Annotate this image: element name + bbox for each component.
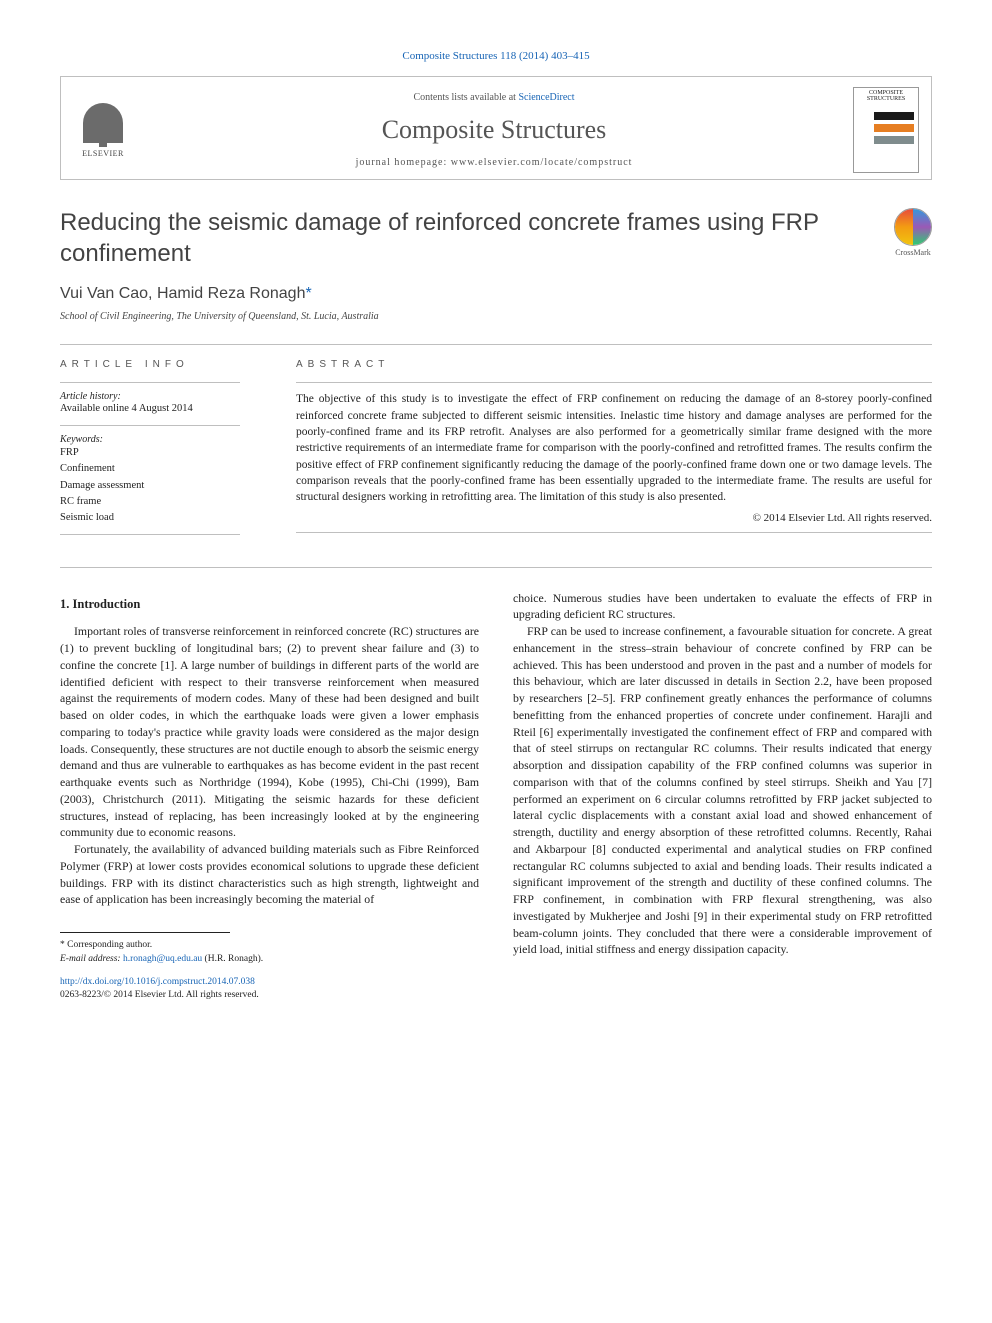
elsevier-label: ELSEVIER xyxy=(82,149,124,158)
body-paragraph: choice. Numerous studies have been under… xyxy=(513,590,932,624)
info-sep-2 xyxy=(60,425,240,426)
article-info-column: ARTICLE INFO Article history: Available … xyxy=(60,359,260,546)
article-body: 1. Introduction Important roles of trans… xyxy=(60,590,932,1002)
body-paragraph: Important roles of transverse reinforcem… xyxy=(60,623,479,841)
author-email-link[interactable]: h.ronagh@uq.edu.au xyxy=(123,954,202,964)
history-text: Available online 4 August 2014 xyxy=(60,402,260,417)
elsevier-tree-icon xyxy=(83,103,123,143)
corresponding-author-note: * Corresponding author. E-mail address: … xyxy=(60,939,479,966)
authors-names: Vui Van Cao, Hamid Reza Ronagh xyxy=(60,285,305,302)
corr-label: * Corresponding author. xyxy=(60,939,479,952)
section-heading-1: 1. Introduction xyxy=(60,596,479,614)
journal-citation: Composite Structures 118 (2014) 403–415 xyxy=(60,50,932,62)
abstract-column: ABSTRACT The objective of this study is … xyxy=(296,359,932,546)
cover-label: COMPOSITE STRUCTURES xyxy=(867,90,905,102)
keywords-list: FRP Confinement Damage assessment RC fra… xyxy=(60,445,260,526)
keywords-label: Keywords: xyxy=(60,434,260,445)
separator-1 xyxy=(60,344,932,345)
homepage-url: www.elsevier.com/locate/compstruct xyxy=(451,157,633,168)
crossmark-label: CrossMark xyxy=(895,248,931,257)
contents-available-line: Contents lists available at ScienceDirec… xyxy=(151,92,837,103)
contents-prefix: Contents lists available at xyxy=(413,92,518,103)
doi-block: http://dx.doi.org/10.1016/j.compstruct.2… xyxy=(60,976,479,1002)
cover-stripe-1 xyxy=(874,112,914,120)
journal-header: ELSEVIER Contents lists available at Sci… xyxy=(60,76,932,180)
abstract-heading: ABSTRACT xyxy=(296,359,932,370)
issn-copyright-line: 0263-8223/© 2014 Elsevier Ltd. All right… xyxy=(60,990,259,1000)
info-sep-3 xyxy=(60,534,240,535)
body-paragraph: Fortunately, the availability of advance… xyxy=(60,841,479,908)
cover-stripe-2 xyxy=(874,124,914,132)
article-title: Reducing the seismic damage of reinforce… xyxy=(60,208,874,269)
history-label: Article history: xyxy=(60,391,260,402)
keyword-item: Seismic load xyxy=(60,510,260,526)
keyword-item: Damage assessment xyxy=(60,478,260,494)
journal-cover-thumbnail: COMPOSITE STRUCTURES xyxy=(853,87,919,173)
journal-name: Composite Structures xyxy=(151,115,837,145)
email-label: E-mail address: xyxy=(60,954,123,964)
crossmark-icon xyxy=(894,208,932,246)
email-person: (H.R. Ronagh). xyxy=(202,954,263,964)
article-info-heading: ARTICLE INFO xyxy=(60,359,260,370)
affiliation: School of Civil Engineering, The Univers… xyxy=(60,311,932,322)
info-sep-1 xyxy=(60,382,240,383)
footnote-rule xyxy=(60,932,230,933)
journal-homepage-line: journal homepage: www.elsevier.com/locat… xyxy=(151,157,837,168)
abstract-sep-bottom xyxy=(296,532,932,533)
doi-link[interactable]: http://dx.doi.org/10.1016/j.compstruct.2… xyxy=(60,977,255,987)
abstract-sep-top xyxy=(296,382,932,383)
authors-line: Vui Van Cao, Hamid Reza Ronagh* xyxy=(60,285,932,303)
cover-stripe-3 xyxy=(874,136,914,144)
crossmark-badge[interactable]: CrossMark xyxy=(894,208,932,257)
abstract-copyright: © 2014 Elsevier Ltd. All rights reserved… xyxy=(296,512,932,524)
body-paragraph: FRP can be used to increase confinement,… xyxy=(513,623,932,958)
separator-2 xyxy=(60,567,932,568)
corresponding-marker: * xyxy=(305,285,311,302)
homepage-prefix: journal homepage: xyxy=(356,157,451,168)
keyword-item: Confinement xyxy=(60,461,260,477)
keyword-item: FRP xyxy=(60,445,260,461)
keyword-item: RC frame xyxy=(60,494,260,510)
elsevier-logo: ELSEVIER xyxy=(73,100,133,160)
sciencedirect-link[interactable]: ScienceDirect xyxy=(518,92,574,103)
abstract-text: The objective of this study is to invest… xyxy=(296,391,932,505)
